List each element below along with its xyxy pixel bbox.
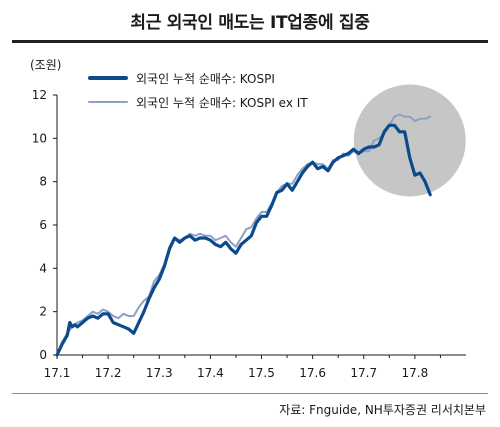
y-tick-label: 2 xyxy=(39,305,47,319)
source-note: 자료: Fnguide, NH투자증권 리서치본부 xyxy=(279,403,486,417)
x-tick-label: 17.6 xyxy=(299,366,326,380)
legend-swatch-kospi xyxy=(88,76,128,80)
x-tick-label: 17.1 xyxy=(44,366,71,380)
y-tick-label: 8 xyxy=(39,175,47,189)
y-axis-unit-label: (조원) xyxy=(30,58,62,72)
y-tick-label: 6 xyxy=(39,218,47,232)
x-tick-label: 17.4 xyxy=(197,366,224,380)
x-tick-label: 17.7 xyxy=(350,366,377,380)
y-tick-label: 0 xyxy=(39,348,47,362)
legend-swatch-kospi-ex-it xyxy=(88,101,128,103)
chart-title: 최근 외국인 매도는 IT업종에 집중 xyxy=(130,13,370,33)
chart-legend: 외국인 누적 순매수: KOSPI 외국인 누적 순매수: KOSPI ex I… xyxy=(88,66,308,114)
series-line-kospi xyxy=(55,123,432,357)
title-underline xyxy=(12,40,488,43)
footer-divider xyxy=(12,393,488,394)
x-tick-label: 17.3 xyxy=(146,366,173,380)
legend-item-kospi: 외국인 누적 순매수: KOSPI xyxy=(88,66,308,90)
legend-label-kospi: 외국인 누적 순매수: KOSPI xyxy=(136,71,275,86)
highlight-circle xyxy=(353,84,466,197)
legend-label-kospi-ex-it: 외국인 누적 순매수: KOSPI ex IT xyxy=(136,95,308,110)
series-line-kospi-ex-it xyxy=(56,113,432,356)
y-tick-label: 4 xyxy=(39,261,47,275)
x-tick-label: 17.2 xyxy=(95,366,122,380)
x-tick-label: 17.8 xyxy=(402,366,429,380)
y-tick-label: 10 xyxy=(32,131,47,145)
x-tick-label: 17.5 xyxy=(248,366,275,380)
legend-item-kospi-ex-it: 외국인 누적 순매수: KOSPI ex IT xyxy=(88,90,308,114)
y-tick-label: 12 xyxy=(32,88,47,102)
